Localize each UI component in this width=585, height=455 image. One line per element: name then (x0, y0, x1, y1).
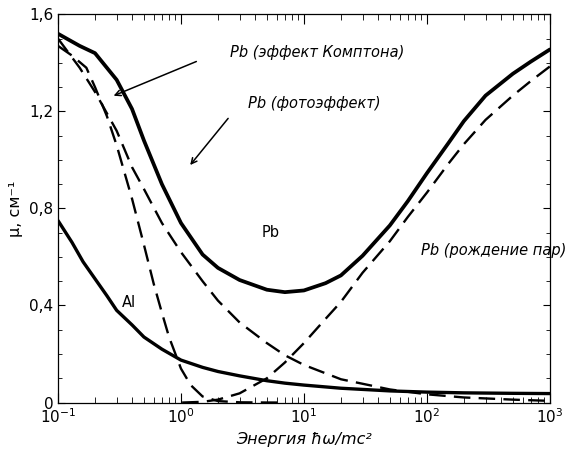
Y-axis label: μ, см⁻¹: μ, см⁻¹ (8, 180, 23, 237)
Text: Pb (эффект Комптона): Pb (эффект Комптона) (230, 46, 404, 61)
Text: Al: Al (122, 295, 136, 310)
Text: Pb (рождение пар): Pb (рождение пар) (421, 243, 567, 258)
Text: Pb: Pb (261, 225, 279, 240)
Text: Pb (фотоэффект): Pb (фотоэффект) (248, 96, 380, 111)
X-axis label: Энергия ħω/mc²: Энергия ħω/mc² (236, 432, 372, 447)
